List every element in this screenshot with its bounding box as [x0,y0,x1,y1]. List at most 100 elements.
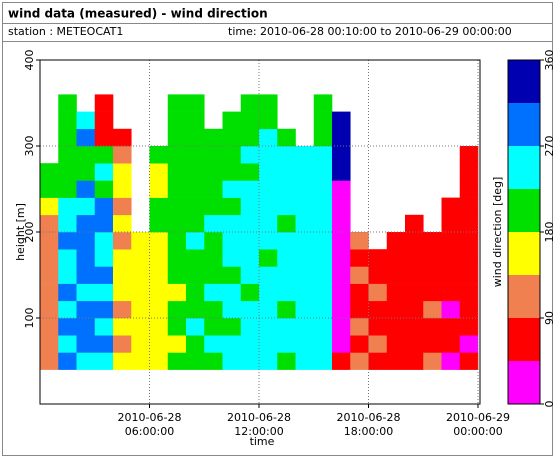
cell [76,111,96,130]
cell [58,266,77,284]
cell [277,335,296,353]
cell [58,335,77,353]
cell [186,146,205,164]
cell [259,111,278,130]
cell [167,232,187,250]
cell [368,352,388,370]
cell [76,266,96,284]
cell [222,318,242,336]
cell [58,197,77,216]
cell [405,352,424,370]
cell [405,249,424,267]
cell [131,249,150,267]
cell [259,352,278,370]
cell [131,352,150,370]
cell [113,232,132,250]
cell [113,180,132,198]
cell [167,197,187,216]
cell [313,180,333,198]
cell [113,300,132,319]
cell [313,163,333,181]
cell [131,335,150,353]
y-tick-label: 200 [23,222,36,243]
cell [277,266,296,284]
cell [368,318,388,336]
x-tick-label: 2010-06-29 00:00:00 [446,411,510,438]
cell [240,180,260,198]
cell [186,180,205,198]
cell [167,128,187,147]
cell [386,249,406,267]
cell [259,197,278,216]
cell [350,318,369,336]
cell [58,300,77,319]
cell [58,283,77,302]
cell [222,128,242,147]
plot-frame [39,59,481,405]
cell [58,214,77,233]
cell [277,128,296,147]
cell [368,249,388,267]
cell [222,214,242,233]
cell [405,335,424,353]
cell [277,300,296,319]
cell [204,266,223,284]
cell [167,94,187,112]
cell [441,318,461,336]
cell [94,283,114,302]
cell [313,283,333,302]
cell [405,300,424,319]
cell [313,197,333,216]
cell [186,335,205,353]
cell [186,232,205,250]
cell [405,266,424,284]
cell [113,146,132,164]
cell [423,283,442,302]
colorbar-segment [508,318,540,361]
x-tick-label: 2010-06-28 06:00:00 [118,411,182,438]
cell [240,128,260,147]
cell [40,163,59,181]
cell [94,94,114,112]
cell [441,283,461,302]
cell [277,163,296,181]
cell [459,249,479,267]
cell [222,146,242,164]
cell [240,214,260,233]
cell [131,232,150,250]
cell [295,352,315,370]
cell [313,300,333,319]
cell [441,232,461,250]
cell [76,318,96,336]
cell [423,335,442,353]
cell [222,111,242,130]
x-tick-label: 2010-06-28 18:00:00 [337,411,401,438]
cell [167,266,187,284]
cell [240,283,260,302]
cell [240,94,260,112]
colorbar-segment [508,232,540,275]
cell [186,266,205,284]
cell [240,266,260,284]
cell [350,335,369,353]
cell [58,128,77,147]
x-tick-label: 2010-06-28 12:00:00 [227,411,291,438]
cell [94,214,114,233]
cell [240,318,260,336]
cell [186,352,205,370]
cell [405,214,424,233]
cell [332,232,351,250]
cell [167,146,187,164]
cell [113,197,132,216]
cell [204,163,223,181]
y-axis-title: height [m] [14,203,27,261]
cell [204,232,223,250]
cell [423,352,442,370]
cell [313,111,333,130]
cell [277,249,296,267]
cell [259,300,278,319]
cell [204,318,223,336]
cell [259,249,278,267]
cell [222,283,242,302]
cell [240,335,260,353]
